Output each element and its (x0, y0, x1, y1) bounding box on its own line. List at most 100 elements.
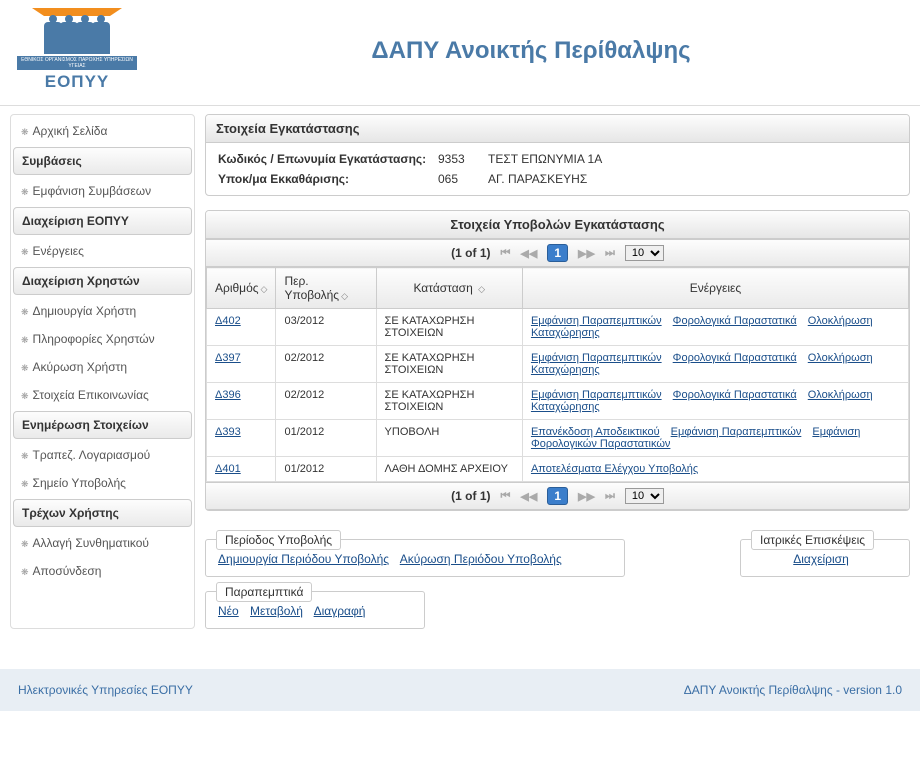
page-title: ΔΑΠΥ Ανοικτής Περίθαλψης (142, 37, 920, 65)
install-row2-val: ΑΓ. ΠΑΡΑΣΚΕΥΗΣ (488, 172, 897, 186)
subs-table: Αριθμός◇ Περ. Υποβολής◇ Κατάσταση ◇ Ενέρ… (206, 267, 909, 482)
row-actions: Εμφάνιση Παραπεμπτικών Φορολογικά Παραστ… (522, 383, 908, 420)
row-action-link[interactable]: Εμφάνιση Παραπεμπτικών (531, 389, 662, 401)
col-actions: Ενέργειες (522, 268, 908, 309)
sidebar-item-change-pass[interactable]: Αλλαγή Συνθηματικού (13, 529, 192, 557)
table-row: Δ39301/2012ΥΠΟΒΟΛΗΕπανέκδοση Αποδεικτικο… (207, 420, 909, 457)
fieldset-referrals: Παραπεμπτικά Νέο Μεταβολή Διαγραφή (205, 591, 425, 629)
install-panel-title: Στοιχεία Εγκατάστασης (206, 115, 909, 143)
sidebar-item-create-user[interactable]: Δημιουργία Χρήστη (13, 297, 192, 325)
logo-text: ΕΟΠΥΥ (45, 72, 110, 92)
col-status[interactable]: Κατάσταση ◇ (376, 268, 522, 309)
table-row: Δ40203/2012ΣΕ ΚΑΤΑΧΩΡΗΣΗ ΣΤΟΙΧΕΙΩΝΕμφάνι… (207, 309, 909, 346)
row-actions: Επανέκδοση Αποδεικτικού Εμφάνιση Παραπεμ… (522, 420, 908, 457)
row-number-link[interactable]: Δ397 (215, 352, 241, 364)
link-ref-delete[interactable]: Διαγραφή (314, 604, 366, 618)
row-period: 02/2012 (276, 383, 376, 420)
row-period: 01/2012 (276, 420, 376, 457)
subs-panel-title: Στοιχεία Υποβολών Εγκατάστασης (206, 211, 909, 239)
pag-text: (1 of 1) (451, 246, 490, 260)
install-row1-code: 9353 (438, 152, 488, 166)
row-action-link[interactable]: Εμφάνιση Παραπεμπτικών (531, 352, 662, 364)
row-actions: Εμφάνιση Παραπεμπτικών Φορολογικά Παραστ… (522, 309, 908, 346)
row-status: ΥΠΟΒΟΛΗ (376, 420, 522, 457)
pag-next-icon[interactable]: ▶▶ (578, 247, 595, 260)
install-row1-val: ΤΕΣΤ ΕΠΩΝΥΜΙΑ 1Α (488, 152, 897, 166)
pag-current[interactable]: 1 (547, 244, 568, 262)
link-ref-new[interactable]: Νέο (218, 604, 239, 618)
footer-right: ΔΑΠΥ Ανοικτής Περίθαλψης - version 1.0 (684, 683, 902, 697)
row-action-link[interactable]: Φορολογικά Παραστατικά (673, 352, 797, 364)
sort-icon: ◇ (341, 291, 348, 301)
sidebar-item-submit-point[interactable]: Σημείο Υποβολής (13, 469, 192, 497)
logo-people-icon (45, 22, 109, 54)
sidebar-head-current-user[interactable]: Τρέχων Χρήστης (13, 499, 192, 527)
row-number-link[interactable]: Δ402 (215, 315, 241, 327)
row-status: ΣΕ ΚΑΤΑΧΩΡΗΣΗ ΣΤΟΙΧΕΙΩΝ (376, 383, 522, 420)
sidebar-head-contracts[interactable]: Συμβάσεις (13, 147, 192, 175)
header: ΕΘΝΙΚΟΣ ΟΡΓΑΝΙΣΜΟΣ ΠΑΡΟΧΗΣ ΥΠΗΡΕΣΙΩΝ ΥΓΕ… (0, 0, 920, 106)
sidebar-item-user-info[interactable]: Πληροφορίες Χρηστών (13, 325, 192, 353)
fieldset-visits: Ιατρικές Επισκέψεις Διαχείριση (740, 539, 910, 577)
col-period[interactable]: Περ. Υποβολής◇ (276, 268, 376, 309)
install-panel: Στοιχεία Εγκατάστασης Κωδικός / Επωνυμία… (205, 114, 910, 196)
row-action-link[interactable]: Επανέκδοση Αποδεικτικού (531, 426, 660, 438)
pag-last-icon[interactable]: ⏭ (605, 490, 615, 503)
content: Στοιχεία Εγκατάστασης Κωδικός / Επωνυμία… (205, 114, 910, 629)
sidebar-item-contact[interactable]: Στοιχεία Επικοινωνίας (13, 381, 192, 409)
row-action-link[interactable]: Φορολογικά Παραστατικά (673, 315, 797, 327)
pag-first-icon[interactable]: ⏮ (501, 247, 511, 260)
row-number-link[interactable]: Δ396 (215, 389, 241, 401)
sidebar-item-actions[interactable]: Ενέργειες (13, 237, 192, 265)
col-number[interactable]: Αριθμός◇ (207, 268, 276, 309)
sidebar-head-users[interactable]: Διαχείριση Χρηστών (13, 267, 192, 295)
sidebar-head-eopyy[interactable]: Διαχείριση ΕΟΠΥΥ (13, 207, 192, 235)
sidebar-head-update[interactable]: Ενημέρωση Στοιχείων (13, 411, 192, 439)
row-action-link[interactable]: Εμφάνιση Παραπεμπτικών (531, 315, 662, 327)
link-cancel-period[interactable]: Ακύρωση Περιόδου Υποβολής (400, 552, 562, 566)
sort-icon: ◇ (478, 284, 485, 294)
row-period: 01/2012 (276, 457, 376, 482)
row-number-link[interactable]: Δ401 (215, 463, 241, 475)
pag-current[interactable]: 1 (547, 487, 568, 505)
row-status: ΣΕ ΚΑΤΑΧΩΡΗΣΗ ΣΤΟΙΧΕΙΩΝ (376, 309, 522, 346)
sidebar-item-home[interactable]: Αρχική Σελίδα (13, 117, 192, 145)
pag-first-icon[interactable]: ⏮ (501, 490, 511, 503)
install-row2-label: Υποκ/μα Εκκαθάρισης: (218, 172, 438, 186)
pag-text: (1 of 1) (451, 489, 490, 503)
pag-next-icon[interactable]: ▶▶ (578, 490, 595, 503)
fieldset-period: Περίοδος Υποβολής Δημιουργία Περιόδου Υπ… (205, 539, 625, 577)
sort-icon: ◇ (261, 284, 268, 294)
logo-band: ΕΘΝΙΚΟΣ ΟΡΓΑΝΙΣΜΟΣ ΠΑΡΟΧΗΣ ΥΠΗΡΕΣΙΩΝ ΥΓΕ… (17, 56, 137, 70)
pag-last-icon[interactable]: ⏭ (605, 247, 615, 260)
footer-left: Ηλεκτρονικές Υπηρεσίες ΕΟΠΥΥ (18, 683, 193, 697)
table-row: Δ39702/2012ΣΕ ΚΑΤΑΧΩΡΗΣΗ ΣΤΟΙΧΕΙΩΝΕμφάνι… (207, 346, 909, 383)
link-ref-edit[interactable]: Μεταβολή (250, 604, 303, 618)
footer: Ηλεκτρονικές Υπηρεσίες ΕΟΠΥΥ ΔΑΠΥ Ανοικτ… (0, 669, 920, 711)
row-actions: Εμφάνιση Παραπεμπτικών Φορολογικά Παραστ… (522, 346, 908, 383)
sidebar-item-logout[interactable]: Αποσύνδεση (13, 557, 192, 585)
logo-roof-icon (32, 8, 122, 22)
pag-prev-icon[interactable]: ◀◀ (520, 247, 537, 260)
paginator-bottom: (1 of 1) ⏮ ◀◀ 1 ▶▶ ⏭ 10 (206, 482, 909, 510)
install-row1-label: Κωδικός / Επωνυμία Εγκατάστασης: (218, 152, 438, 166)
pag-size-select[interactable]: 10 (625, 488, 664, 504)
sidebar-item-cancel-user[interactable]: Ακύρωση Χρήστη (13, 353, 192, 381)
row-status: ΛΑΘΗ ΔΟΜΗΣ ΑΡΧΕΙΟΥ (376, 457, 522, 482)
row-action-link[interactable]: Εμφάνιση Παραπεμπτικών (671, 426, 802, 438)
pag-size-select[interactable]: 10 (625, 245, 664, 261)
row-number-link[interactable]: Δ393 (215, 426, 241, 438)
row-action-link[interactable]: Αποτελέσματα Ελέγχου Υποβολής (531, 463, 698, 475)
fieldset-visits-legend: Ιατρικές Επισκέψεις (751, 530, 874, 550)
row-action-link[interactable]: Φορολογικά Παραστατικά (673, 389, 797, 401)
link-create-period[interactable]: Δημιουργία Περιόδου Υποβολής (218, 552, 389, 566)
fieldset-referrals-legend: Παραπεμπτικά (216, 582, 312, 602)
paginator-top: (1 of 1) ⏮ ◀◀ 1 ▶▶ ⏭ 10 (206, 239, 909, 267)
logo: ΕΘΝΙΚΟΣ ΟΡΓΑΝΙΣΜΟΣ ΠΑΡΟΧΗΣ ΥΠΗΡΕΣΙΩΝ ΥΓΕ… (12, 8, 142, 93)
link-manage-visits[interactable]: Διαχείριση (793, 552, 849, 566)
table-row: Δ401 01/2012ΛΑΘΗ ΔΟΜΗΣ ΑΡΧΕΙΟΥ Αποτελέσματ… (207, 457, 909, 482)
row-period: 03/2012 (276, 309, 376, 346)
pag-prev-icon[interactable]: ◀◀ (520, 490, 537, 503)
sidebar-item-show-contracts[interactable]: Εμφάνιση Συμβάσεων (13, 177, 192, 205)
sidebar-item-bank[interactable]: Τραπεζ. Λογαριασμού (13, 441, 192, 469)
